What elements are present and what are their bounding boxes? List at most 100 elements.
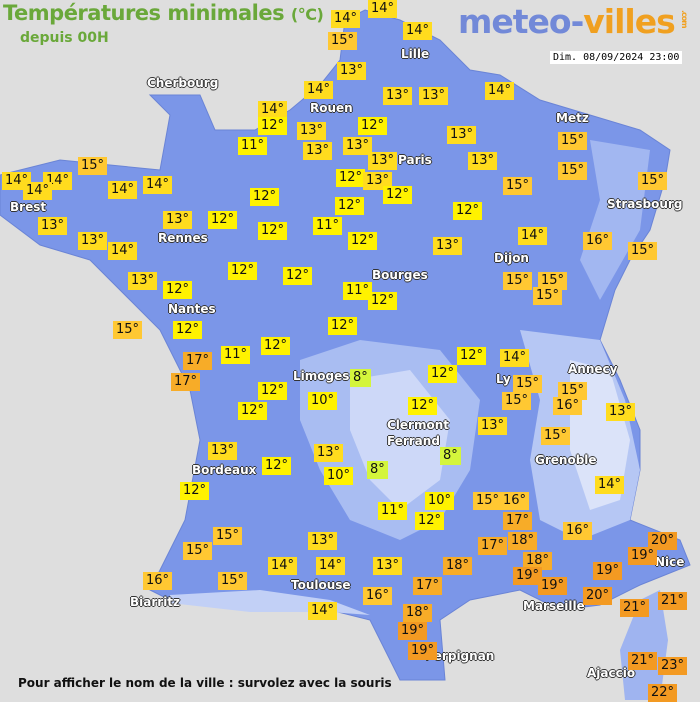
temperature-badge[interactable]: 14° [268,557,298,575]
temperature-badge[interactable]: 15° [538,272,568,290]
temperature-badge[interactable]: 16° [583,232,613,250]
city-label[interactable]: Metz [556,111,589,125]
temperature-badge[interactable]: 15° [628,242,658,260]
temperature-badge[interactable]: 15° [558,162,588,180]
temperature-badge[interactable]: 21° [628,652,658,670]
temperature-badge[interactable]: 15° [218,572,248,590]
temperature-badge[interactable]: 14° [368,0,398,18]
temperature-badge[interactable]: 16° [500,492,530,510]
temperature-badge[interactable]: 16° [553,397,583,415]
temperature-badge[interactable]: 13° [297,122,327,140]
temperature-badge[interactable]: 18° [523,552,553,570]
temperature-badge[interactable]: 10° [425,492,455,510]
temperature-badge[interactable]: 15° [183,542,213,560]
temperature-badge[interactable]: 14° [403,22,433,40]
meteo-villes-logo[interactable]: meteo-villes .com [458,2,689,41]
temperature-badge[interactable]: 18° [443,557,473,575]
temperature-badge[interactable]: 13° [468,152,498,170]
temperature-badge[interactable]: 13° [78,232,108,250]
temperature-badge[interactable]: 15° [473,492,503,510]
temperature-badge[interactable]: 12° [335,197,365,215]
city-label[interactable]: Strasbourg [607,197,683,211]
temperature-badge[interactable]: 12° [328,317,358,335]
temperature-badge[interactable]: 14° [108,242,138,260]
temperature-badge[interactable]: 8° [350,369,371,387]
temperature-badge[interactable]: 14° [304,81,334,99]
city-label[interactable]: Clermont [387,418,450,432]
temperature-badge[interactable]: 15° [503,177,533,195]
temperature-badge[interactable]: 13° [303,142,333,160]
temperature-badge[interactable]: 12° [238,402,268,420]
temperature-badge[interactable]: 8° [440,447,461,465]
temperature-badge[interactable]: 21° [658,592,688,610]
city-label[interactable]: Bourges [372,268,428,282]
temperature-badge[interactable]: 12° [358,117,388,135]
temperature-badge[interactable]: 12° [453,202,483,220]
temperature-badge[interactable]: 11° [221,346,251,364]
temperature-badge[interactable]: 13° [368,152,398,170]
temperature-badge[interactable]: 12° [258,222,288,240]
temperature-badge[interactable]: 17° [478,537,508,555]
temperature-badge[interactable]: 15° [638,172,668,190]
city-label[interactable]: Bordeaux [192,463,257,477]
temperature-badge[interactable]: 17° [183,352,213,370]
temperature-badge[interactable]: 20° [583,587,613,605]
city-label[interactable]: Rennes [158,231,208,245]
temperature-badge[interactable]: 19° [593,562,623,580]
temperature-badge[interactable]: 13° [606,403,636,421]
city-label[interactable]: Lille [401,47,430,61]
temperature-badge[interactable]: 14° [316,557,346,575]
temperature-badge[interactable]: 15° [503,272,533,290]
temperature-badge[interactable]: 16° [363,587,393,605]
temperature-badge[interactable]: 12° [283,267,313,285]
temperature-badge[interactable]: 12° [457,347,487,365]
temperature-badge[interactable]: 8° [367,461,388,479]
city-label[interactable]: Marseille [523,599,585,613]
city-label[interactable]: Grenoble [535,453,597,467]
city-label[interactable]: Perpignan [425,649,495,663]
temperature-badge[interactable]: 11° [238,137,268,155]
temperature-badge[interactable]: 11° [378,502,408,520]
temperature-badge[interactable]: 12° [228,262,258,280]
temperature-badge[interactable]: 14° [518,227,548,245]
temperature-badge[interactable]: 14° [485,82,515,100]
temperature-badge[interactable]: 12° [368,292,398,310]
temperature-badge[interactable]: 13° [343,137,373,155]
temperature-badge[interactable]: 14° [500,349,530,367]
temperature-badge[interactable]: 15° [78,157,108,175]
temperature-badge[interactable]: 19° [538,577,568,595]
temperature-badge[interactable]: 13° [308,532,338,550]
city-label[interactable]: Nantes [168,302,216,316]
temperature-badge[interactable]: 11° [343,282,373,300]
temperature-badge[interactable]: 15° [541,427,571,445]
temperature-badge[interactable]: 13° [447,126,477,144]
city-label[interactable]: Toulouse [291,578,351,592]
city-label[interactable]: Rouen [310,101,353,115]
temperature-badge[interactable]: 13° [433,237,463,255]
temperature-badge[interactable]: 19° [513,567,543,585]
temperature-badge[interactable]: 12° [173,321,203,339]
city-label[interactable]: Biarritz [130,595,181,609]
temperature-badge[interactable]: 14° [143,176,173,194]
temperature-badge[interactable]: 13° [163,211,193,229]
temperature-badge[interactable]: 16° [143,572,173,590]
temperature-badge[interactable]: 18° [508,532,538,550]
temperature-badge[interactable]: 12° [180,482,210,500]
temperature-badge[interactable]: 17° [503,512,533,530]
temperature-badge[interactable]: 16° [563,522,593,540]
temperature-badge[interactable]: 14° [595,476,625,494]
temperature-badge[interactable]: 12° [258,117,288,135]
temperature-badge[interactable]: 22° [648,684,678,702]
temperature-badge[interactable]: 19° [398,622,428,640]
temperature-badge[interactable]: 20° [648,532,678,550]
temperature-badge[interactable]: 15° [558,132,588,150]
temperature-badge[interactable]: 13° [337,62,367,80]
temperature-badge[interactable]: 13° [128,272,158,290]
temperature-badge[interactable]: 15° [558,382,588,400]
temperature-badge[interactable]: 13° [419,87,449,105]
temperature-badge[interactable]: 19° [408,642,438,660]
city-label[interactable]: Cherbourg [147,76,219,90]
temperature-badge[interactable]: 18° [403,604,433,622]
temperature-badge[interactable]: 12° [348,232,378,250]
temperature-badge[interactable]: 12° [262,457,292,475]
